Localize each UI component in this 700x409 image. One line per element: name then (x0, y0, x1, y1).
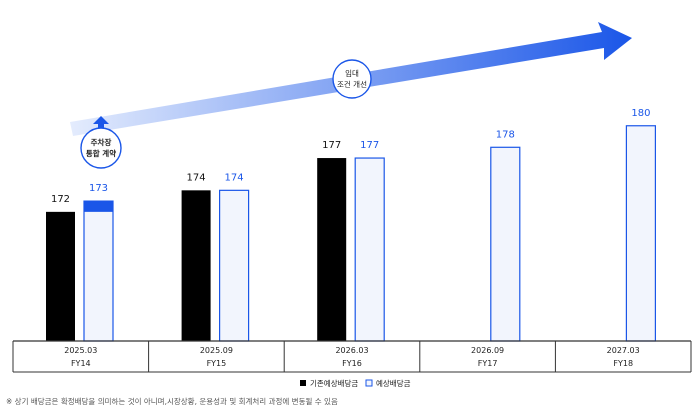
tick-fy-fy15: FY15 (207, 359, 227, 368)
label-existing-fy16: 177 (322, 140, 341, 151)
label-expected-fy14: 173 (89, 183, 108, 194)
tick-date-fy17: 2026.09 (471, 346, 504, 355)
annotation-parking-line2: 통합 계약 (86, 148, 116, 158)
label-expected-fy17: 178 (496, 129, 515, 140)
legend-existing-swatch (300, 380, 306, 386)
label-existing-fy14: 172 (51, 194, 70, 205)
tick-date-fy14: 2025.03 (64, 346, 97, 355)
bar-expected-increase-fy14 (84, 201, 113, 212)
annotation-bubble-lease (332, 59, 372, 99)
bar-expected-fy15 (219, 189, 250, 342)
bar-expected-fy17 (490, 146, 521, 342)
label-expected-fy16: 177 (360, 140, 379, 151)
tick-fy-fy17: FY17 (478, 359, 498, 368)
tick-date-fy18: 2027.03 (607, 346, 640, 355)
tick-date-fy15: 2025.09 (200, 346, 233, 355)
label-expected-fy15: 174 (225, 172, 244, 183)
label-expected-fy18: 180 (631, 108, 650, 119)
annotation-parking-line1: 주차장 (91, 137, 112, 147)
tick-date-fy16: 2026.03 (335, 346, 368, 355)
bar-existing-fy15 (181, 190, 211, 341)
annotation-bubble-parking (80, 127, 122, 169)
footnote: ※ 상기 배당금은 확정배당을 의미하는 것이 아니며,시장상황, 운용성과 및… (6, 397, 338, 406)
annotation-lease-line1: 임대 (345, 69, 359, 78)
bar-expected-fy18 (625, 125, 657, 342)
label-existing-fy15: 174 (187, 172, 206, 183)
legend-expected-swatch (365, 379, 373, 387)
bar-existing-fy16 (317, 158, 347, 341)
legend-existing-label: 기존예상배당금 (310, 378, 358, 388)
bar-expected-fy16 (354, 157, 385, 342)
legend-expected-label: 예상배당금 (376, 378, 411, 388)
small-up-arrow-icon (93, 116, 109, 130)
tick-fy-fy18: FY18 (613, 359, 633, 368)
tick-fy-fy14: FY14 (71, 359, 91, 368)
annotation-lease-line2: 조건 개선 (337, 79, 367, 89)
bar-existing-fy14 (46, 211, 75, 341)
tick-fy-fy16: FY16 (342, 359, 362, 368)
bar-expected-fy14 (83, 200, 114, 342)
